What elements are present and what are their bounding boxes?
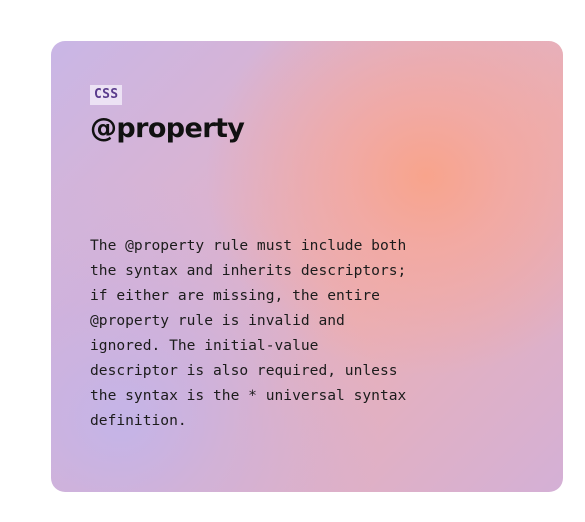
language-tag: CSS xyxy=(90,85,123,105)
property-card: CSS @property The @property rule must in… xyxy=(51,41,563,492)
card-description: The @property rule must include both the… xyxy=(90,237,407,429)
card-title: @property xyxy=(90,113,245,144)
